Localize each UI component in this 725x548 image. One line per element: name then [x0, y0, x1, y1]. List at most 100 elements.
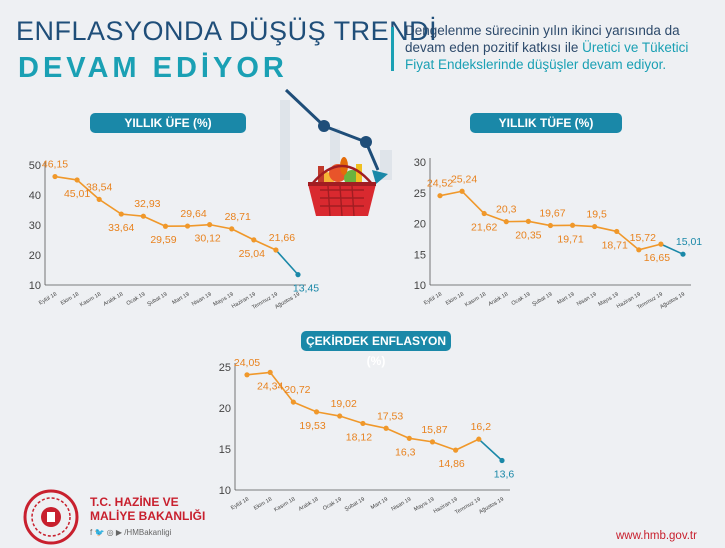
data-point — [140, 213, 146, 219]
y-tick-label: 10 — [219, 485, 231, 497]
data-label: 19,02 — [331, 398, 357, 410]
y-tick-label: 15 — [219, 444, 231, 456]
series-line-segment — [143, 215, 166, 227]
data-label: 13,6 — [494, 468, 515, 480]
series-line-segment — [316, 411, 340, 417]
data-label: 29,59 — [150, 234, 176, 246]
website-link[interactable]: www.hmb.gov.tr — [616, 530, 697, 542]
core-chart-title: ÇEKİRDEK ENFLASYON (%) — [301, 331, 451, 368]
data-point — [290, 399, 296, 405]
data-point — [592, 223, 598, 230]
series-line-segment — [439, 190, 463, 197]
tufe-chart-title: YILLIK TÜFE (%) — [470, 113, 622, 133]
series-line-segment — [269, 371, 294, 403]
x-tick-label: Ağustos 19 — [478, 497, 505, 516]
intro-part1: Dengelenme sürecinin yılın ikinci yarısı… — [405, 23, 680, 55]
data-point — [337, 413, 343, 419]
series-line-segment — [528, 220, 551, 227]
data-point — [547, 222, 554, 229]
data-point — [244, 372, 250, 378]
x-tick-label: Nisan 19 — [390, 497, 412, 513]
series-line-segment — [54, 175, 78, 181]
data-label: 20,3 — [496, 204, 517, 216]
y-tick-label: 25 — [414, 188, 426, 200]
series-line-segment — [594, 225, 617, 233]
shopping-basket-icon — [280, 88, 392, 217]
y-tick-label: 10 — [29, 280, 41, 292]
x-tick-label: Ekim 18 — [253, 497, 273, 512]
data-label: 24,52 — [427, 178, 453, 190]
series-line-segment — [572, 224, 595, 228]
data-point — [437, 193, 443, 199]
data-label: 16,2 — [471, 421, 492, 433]
data-point — [636, 247, 642, 253]
y-tick-label: 20 — [29, 250, 41, 262]
series-line-segment — [409, 437, 433, 443]
series-line-segment — [362, 422, 387, 430]
data-label: 17,53 — [377, 410, 403, 422]
page-subtitle: DEVAM EDİYOR — [18, 52, 288, 84]
series-line-segment — [638, 243, 662, 251]
x-tick-label: Aralık 18 — [298, 497, 320, 513]
ministry-name-line2: MALİYE BAKANLIĞI — [90, 509, 206, 523]
data-point — [96, 196, 102, 202]
series-line-segment — [461, 190, 485, 215]
intro-text: Dengelenme sürecinin yılın ikinci yarısı… — [405, 22, 710, 73]
series-line-segment — [660, 243, 684, 255]
data-point — [499, 457, 505, 464]
series-line-segment — [478, 438, 503, 462]
data-label: 24,34 — [257, 380, 283, 392]
data-point — [267, 369, 273, 376]
data-point — [525, 218, 531, 224]
data-point — [569, 222, 576, 228]
ministry-name-line1: T.C. HAZİNE VE — [90, 495, 179, 509]
y-tick-label: 10 — [414, 280, 426, 292]
series-line-segment — [385, 427, 410, 440]
data-label: 20,72 — [284, 384, 310, 396]
data-point — [459, 188, 465, 194]
series-line-segment — [483, 212, 507, 223]
series-line-segment — [246, 371, 271, 376]
data-point — [360, 420, 366, 427]
data-label: 13,45 — [293, 283, 319, 295]
ministry-name: T.C. HAZİNE VE MALİYE BAKANLIĞI — [90, 495, 205, 523]
data-point — [295, 272, 301, 278]
data-point — [74, 177, 80, 183]
data-point — [118, 211, 124, 217]
data-label: 21,66 — [269, 232, 295, 244]
series-line-segment — [253, 239, 277, 251]
x-tick-label: Kasım 18 — [273, 497, 296, 514]
data-point — [313, 409, 320, 415]
data-point — [503, 219, 509, 225]
data-label: 45,01 — [64, 188, 90, 200]
series-line-segment — [209, 223, 232, 230]
data-point — [406, 435, 412, 441]
data-label: 19,67 — [539, 208, 565, 220]
data-label: 18,71 — [602, 239, 628, 251]
y-tick-label: 30 — [414, 157, 426, 169]
data-label: 32,93 — [134, 198, 160, 210]
y-tick-label: 50 — [29, 160, 41, 172]
data-label: 46,15 — [42, 159, 68, 171]
data-label: 25,24 — [451, 173, 477, 185]
series-line-segment — [275, 249, 299, 276]
data-label: 19,71 — [557, 233, 583, 245]
y-tick-label: 20 — [414, 219, 426, 231]
data-point — [52, 173, 58, 180]
social-handles[interactable]: f 🐦 ◎ ▶ /HMBakanligi — [90, 528, 172, 537]
series-line-segment — [187, 223, 210, 227]
data-point — [453, 447, 459, 453]
data-point — [229, 226, 235, 232]
x-tick-label: Eylül 18 — [230, 497, 250, 512]
series-line-segment — [432, 441, 456, 451]
header-divider — [391, 27, 394, 71]
data-point — [429, 439, 436, 445]
data-label: 16,65 — [644, 252, 670, 264]
data-label: 19,53 — [299, 420, 325, 432]
data-label: 24,05 — [234, 357, 260, 369]
series-line-segment — [455, 438, 480, 451]
data-point — [273, 247, 279, 253]
data-point — [207, 222, 213, 228]
